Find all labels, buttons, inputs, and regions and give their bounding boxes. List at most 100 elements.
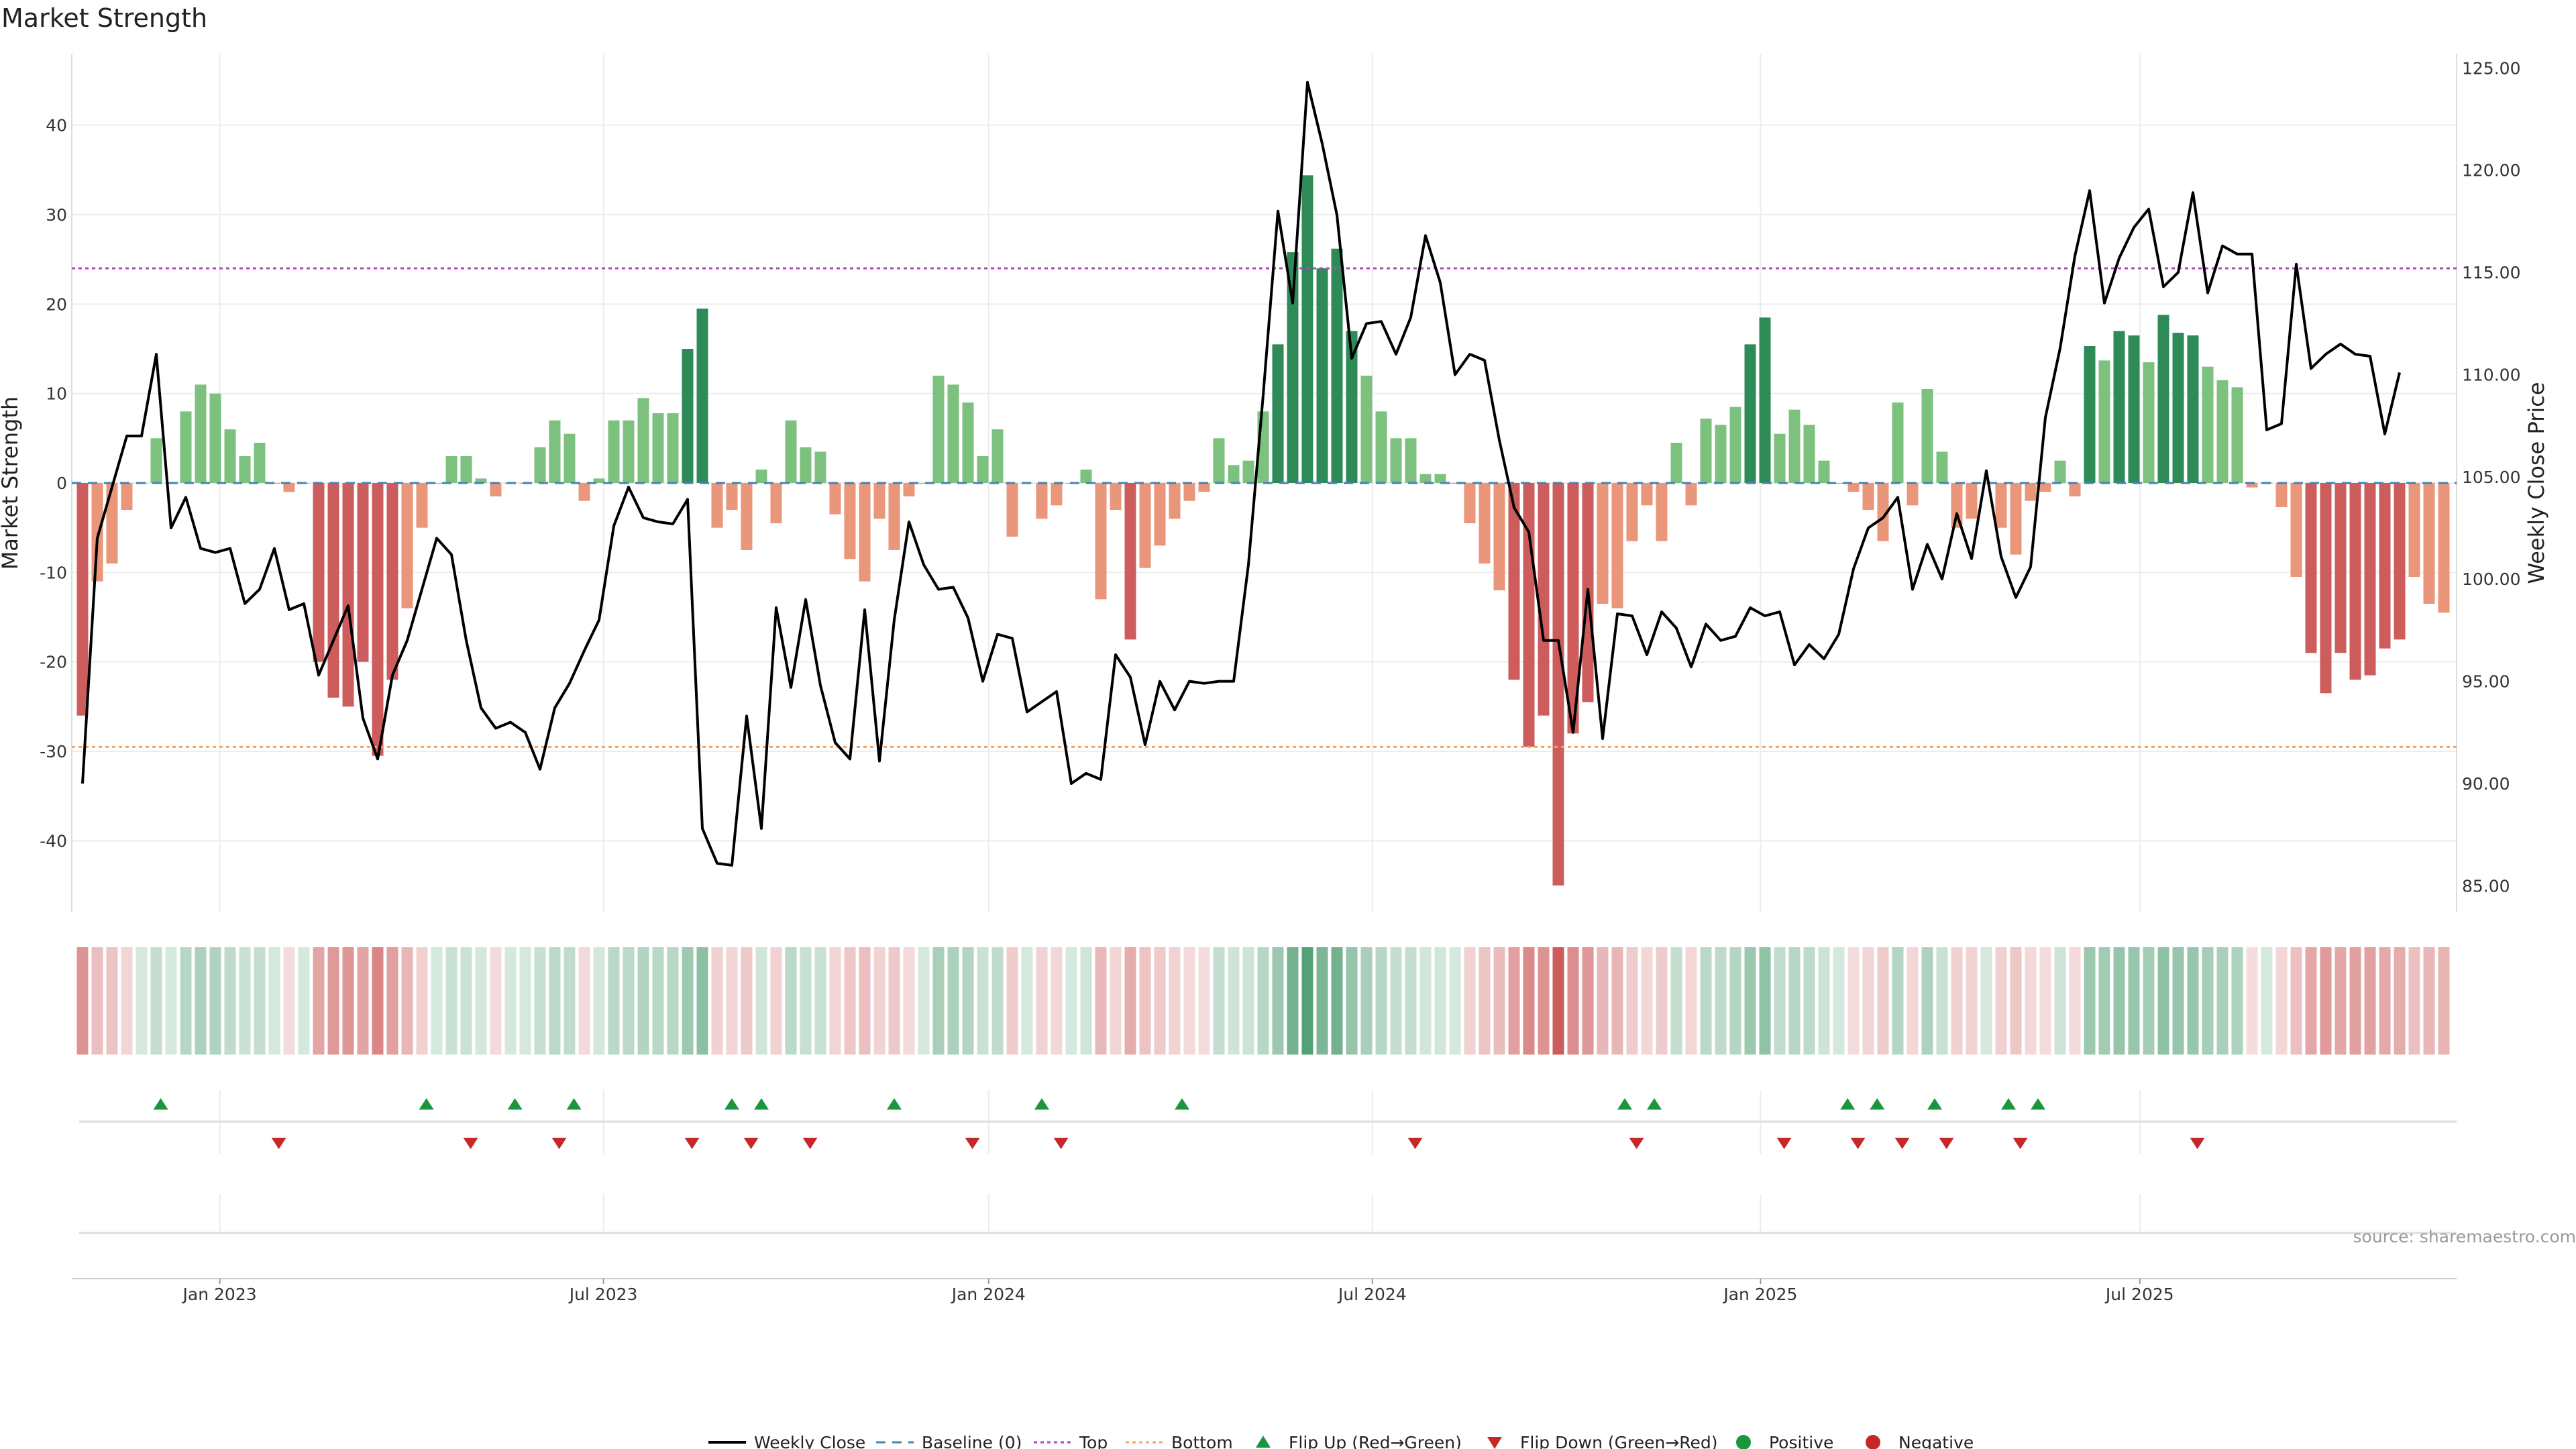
strength-heat-cell [224, 947, 236, 1055]
strength-heat-cell [2054, 947, 2066, 1055]
strength-bar [1729, 407, 1741, 483]
strength-heat-cell [1877, 947, 1889, 1055]
flip-up-marker [153, 1098, 168, 1110]
strength-bar [903, 483, 915, 496]
strength-heat-cell [1907, 947, 1919, 1055]
strength-heat-cell [1301, 947, 1313, 1055]
flip-up-marker [419, 1098, 434, 1110]
right-axis-title: Weekly Close Price [2524, 382, 2549, 584]
strength-heat-cell [814, 947, 826, 1055]
strength-bar [2202, 366, 2214, 483]
x-tick-label: Jul 2024 [1337, 1285, 1407, 1304]
strength-bar [1995, 483, 2007, 528]
legend-swatch [1256, 1436, 1271, 1448]
flip-up-marker [1034, 1098, 1049, 1110]
strength-bar [1272, 344, 1284, 483]
legend-label: Flip Down (Green→Red) [1520, 1433, 1718, 1449]
strength-bar [918, 483, 930, 484]
strength-bar [2069, 483, 2081, 496]
strength-heat-cell [623, 947, 635, 1055]
flip-down-marker [802, 1138, 818, 1149]
strength-heat-cell [2320, 947, 2332, 1055]
strength-bar [1803, 425, 1815, 483]
strength-bar [2438, 483, 2450, 613]
strength-heat-cell [431, 947, 443, 1055]
strength-heat-cell [2305, 947, 2317, 1055]
left-axis-ticks: 40 30 20 10 0 -10 -20 -30 -40 [40, 116, 67, 851]
strength-heat-cell [416, 947, 428, 1055]
weekly-close-line [81, 80, 2401, 867]
left-tick-label: -10 [40, 563, 67, 582]
strength-bar [1744, 344, 1756, 483]
strength-bar [1907, 483, 1919, 506]
strength-bar [1095, 483, 1107, 600]
strength-heat-cell [150, 947, 162, 1055]
strength-heat-cell [1980, 947, 1992, 1055]
strength-heat-cell [1464, 947, 1476, 1055]
strength-bar [1006, 483, 1018, 537]
strength-heat-cell [1405, 947, 1417, 1055]
legend-swatch [1866, 1435, 1880, 1449]
strength-bar [711, 483, 723, 528]
strength-heat-cell [1390, 947, 1402, 1055]
strength-heat-cell [180, 947, 192, 1055]
source-credit: source: sharemaestro.com [2353, 1227, 2576, 1246]
strength-bar [770, 483, 782, 523]
strength-heat-cell [962, 947, 974, 1055]
strength-bar [106, 483, 118, 564]
strength-bar [1479, 483, 1491, 564]
flip-up-marker [754, 1098, 769, 1110]
strength-heat-cell [1700, 947, 1712, 1055]
legend-item: Top [1034, 1433, 1108, 1449]
strength-bar [873, 483, 885, 519]
strength-bar [357, 483, 369, 662]
flip-up-marker [2001, 1098, 2016, 1110]
strength-heat-cell [1360, 947, 1373, 1055]
strength-heat-cell [637, 947, 649, 1055]
flip-up-marker [1927, 1098, 1942, 1110]
strength-bar [475, 478, 487, 483]
strength-bar [460, 456, 472, 483]
strength-bar [1331, 248, 1343, 483]
strength-heat-cell [2039, 947, 2051, 1055]
strength-heat-cell [2143, 947, 2155, 1055]
strength-heat-cell [652, 947, 664, 1055]
strength-heat-cell [534, 947, 546, 1055]
x-tick-label: Jul 2023 [568, 1285, 638, 1304]
strength-heat-cell [2364, 947, 2376, 1055]
strength-heat-cell [667, 947, 679, 1055]
strength-bar [534, 447, 546, 483]
strength-heat-cell [504, 947, 517, 1055]
strength-heat-cell [1272, 947, 1284, 1055]
strength-heat-cell [1036, 947, 1048, 1055]
strength-heat-cell [2349, 947, 2361, 1055]
strength-bar [2025, 483, 2037, 501]
strength-bar [1375, 411, 1387, 483]
strength-heat-cell [1921, 947, 1933, 1055]
left-tick-label: 30 [46, 205, 67, 225]
strength-bar [2349, 483, 2361, 680]
strength-bar [239, 456, 251, 483]
x-axis-ticks: Jan 2023 Jul 2023 Jan 2024 Jul 2024 Jan 2025… [182, 1279, 2174, 1304]
strength-bar [1980, 483, 1992, 484]
strength-bar [1301, 175, 1313, 483]
strength-bar [195, 384, 207, 483]
strength-bar [445, 456, 458, 483]
legend-label: Top [1079, 1433, 1108, 1449]
legend-swatch [1487, 1437, 1502, 1449]
strength-bar [2305, 483, 2317, 653]
strength-bar [1759, 317, 1771, 483]
strength-heat-cell [1242, 947, 1254, 1055]
strength-heat-cell [1449, 947, 1461, 1055]
flip-down-marker [743, 1138, 759, 1149]
flip-down-marker [1629, 1138, 1644, 1149]
legend-item: Positive [1736, 1433, 1833, 1449]
right-tick-label: 95.00 [2462, 672, 2510, 692]
strength-bar [416, 483, 428, 528]
strength-heat-cell [829, 947, 841, 1055]
strength-heat-cell [2157, 947, 2169, 1055]
strength-bar [2143, 362, 2155, 483]
strength-heat-cell [1936, 947, 1948, 1055]
right-tick-label: 125.00 [2462, 58, 2520, 78]
strength-heat-cell [2187, 947, 2199, 1055]
